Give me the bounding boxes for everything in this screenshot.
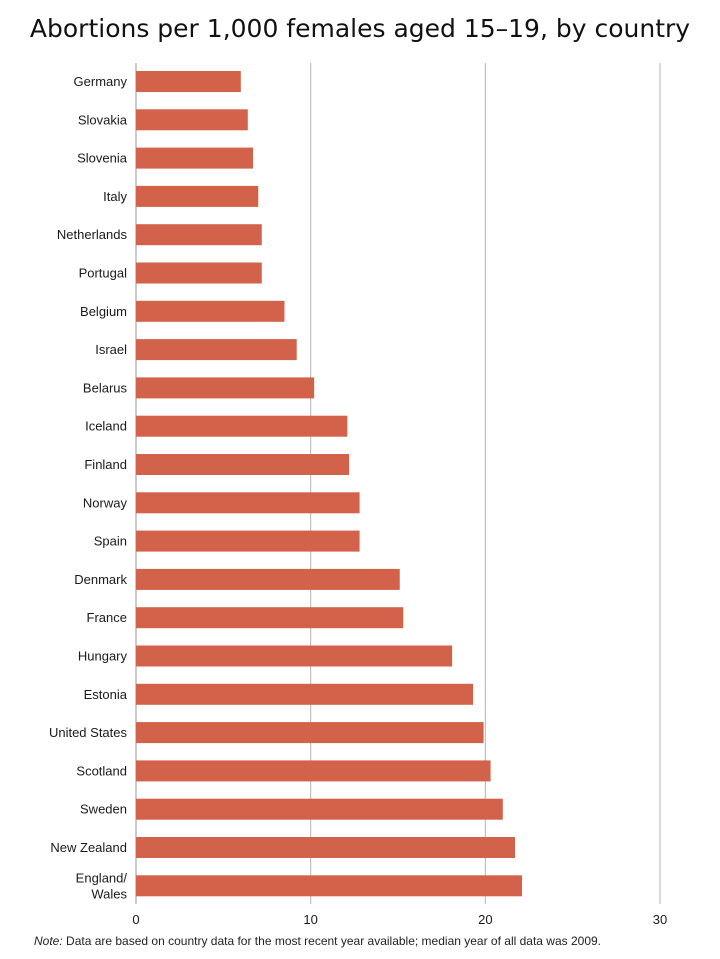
category-label-england-wales: England/Wales [76,870,128,901]
category-label-finland: Finland [84,457,127,472]
bar-germany [136,71,241,92]
note-label: Note: [34,934,63,948]
category-label-sweden: Sweden [80,802,127,817]
x-tick-label-30: 30 [653,912,667,927]
bar-france [136,607,404,629]
category-label-united-states: United States [49,725,128,740]
chart-title: Abortions per 1,000 females aged 15–19, … [29,14,691,43]
bar-israel [136,339,297,361]
bar-iceland [136,415,348,437]
category-label-portugal: Portugal [79,266,128,281]
category-labels: Germany Slovakia Slovenia Italy Netherlands P… [49,74,128,901]
category-label-slovenia: Slovenia [77,151,128,166]
bar-united-states [136,722,484,744]
x-tick-label-0: 0 [132,912,139,927]
bar-finland [136,454,350,475]
category-label-iceland: Iceland [85,419,127,434]
category-label-israel: Israel [95,342,127,357]
bar-hungary [136,645,453,667]
category-label-estonia: Estonia [84,687,128,702]
category-label-scotland: Scotland [76,763,127,778]
bar-estonia [136,683,474,705]
chart-note: Note: Data are based on country data for… [34,934,601,948]
bar-belarus [136,377,315,399]
category-label-spain: Spain [94,534,127,549]
bar-slovenia [136,147,254,169]
category-label-norway: Norway [83,495,128,510]
bar-england-wales [136,875,523,897]
category-label-germany: Germany [74,74,128,89]
note-text: Data are based on country data for the m… [62,934,601,948]
category-label-hungary: Hungary [78,649,128,664]
bars [136,71,523,897]
category-label-italy: Italy [103,189,127,204]
bar-portugal [136,262,262,284]
x-tick-label-10: 10 [303,912,317,927]
bar-spain [136,530,360,552]
bar-netherlands [136,224,262,246]
bar-norway [136,492,360,514]
category-label-belarus: Belarus [83,380,128,395]
bar-sweden [136,798,503,820]
category-label-denmark: Denmark [74,572,127,587]
category-label-new-zealand: New Zealand [50,840,127,855]
bar-scotland [136,760,491,782]
x-axis-ticks: 0 10 20 30 [132,912,667,927]
bar-slovakia [136,109,248,131]
bar-italy [136,185,259,207]
x-tick-label-20: 20 [478,912,492,927]
bar-new-zealand [136,837,516,858]
category-label-france: France [87,610,127,625]
category-label-slovakia: Slovakia [78,112,128,127]
bar-belgium [136,300,285,322]
category-label-belgium: Belgium [80,304,127,319]
category-label-netherlands: Netherlands [57,227,128,242]
bar-denmark [136,568,400,590]
